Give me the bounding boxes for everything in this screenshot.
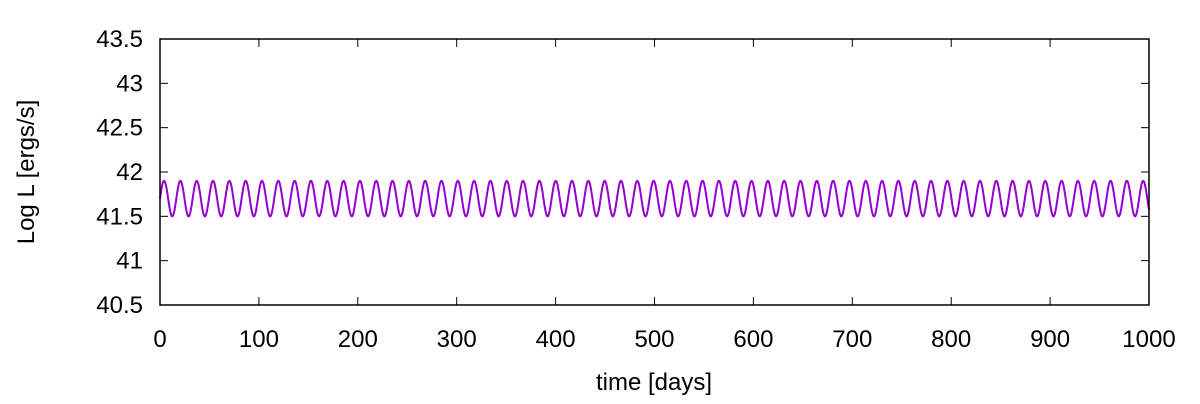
y-tick-label: 42 [116,159,143,186]
y-axis-title: Log L [ergs/s] [13,100,40,245]
x-tick-label: 900 [1030,326,1070,353]
y-tick-label: 41 [116,248,143,275]
x-tick-label: 600 [733,326,773,353]
y-tick-label: 43.5 [96,26,143,53]
x-tick-label: 300 [437,326,477,353]
y-tick-label: 42.5 [96,115,143,142]
x-tick-label: 700 [832,326,872,353]
y-tick-label: 43 [116,70,143,97]
x-tick-label: 200 [338,326,378,353]
x-tick-labels: 0 100 200 300 400 500 600 700 800 900 1000 [153,326,1175,353]
series-line [159,179,1150,218]
y-tick-labels: 40.5 41 41.5 42 42.5 43 43.5 [96,26,143,319]
y-tick-label: 41.5 [96,203,143,230]
x-tick-label: 1000 [1122,326,1175,353]
x-tick-label: 100 [239,326,279,353]
plot-background [160,39,1149,305]
y-tick-label: 40.5 [96,292,143,319]
x-tick-label: 0 [153,326,166,353]
x-axis-title: time [days] [596,369,712,396]
x-tick-label: 500 [634,326,674,353]
x-tick-label: 400 [536,326,576,353]
x-tick-label: 800 [931,326,971,353]
plot-frame [159,38,1150,306]
